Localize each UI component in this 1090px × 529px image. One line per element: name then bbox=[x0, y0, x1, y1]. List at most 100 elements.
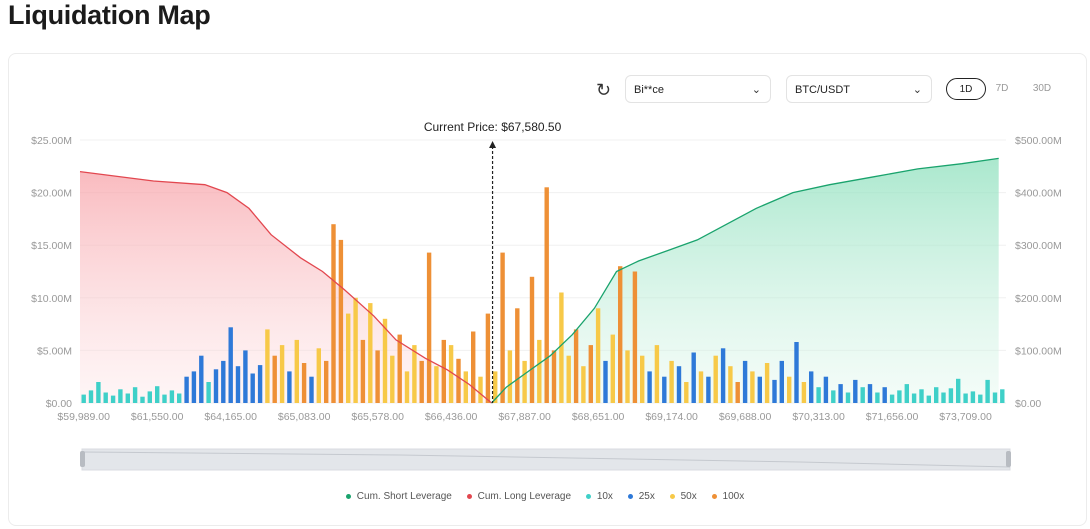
bar-10x bbox=[103, 392, 108, 403]
bar-50x bbox=[595, 308, 601, 403]
slider-track[interactable] bbox=[81, 448, 1011, 471]
bar-10x bbox=[125, 393, 130, 403]
legend-short[interactable]: Cum. Short Leverage bbox=[345, 491, 452, 502]
bar-100x bbox=[338, 239, 344, 403]
x-tick-label: $69,174.00 bbox=[645, 411, 698, 423]
bar-100x bbox=[375, 350, 380, 403]
bar-25x bbox=[243, 350, 248, 403]
right-tick-label: $300.00M bbox=[1015, 240, 1062, 252]
bar-25x bbox=[757, 376, 762, 403]
left-tick-label: $10.00M bbox=[31, 293, 72, 305]
bar-50x bbox=[507, 350, 513, 403]
left-tick-label: $5.00M bbox=[37, 345, 72, 357]
x-tick-label: $59,989.00 bbox=[57, 411, 110, 423]
bar-50x bbox=[448, 345, 454, 403]
bar-25x bbox=[184, 376, 189, 403]
bar-100x bbox=[544, 187, 549, 403]
tab-1d[interactable]: 1D bbox=[946, 78, 986, 100]
legend-50x[interactable]: 50x bbox=[669, 491, 697, 502]
right-tick-label: $100.00M bbox=[1015, 345, 1062, 357]
legend-long[interactable]: Cum. Long Leverage bbox=[466, 491, 571, 502]
bar-50x bbox=[654, 345, 660, 403]
slider-handle-left[interactable] bbox=[80, 451, 85, 467]
bar-100x bbox=[331, 224, 336, 403]
bar-50x bbox=[279, 345, 285, 403]
exchange-select[interactable]: Bi**ce ⌄ bbox=[625, 75, 771, 103]
cum-short-line bbox=[491, 157, 999, 404]
bar-10x bbox=[934, 387, 939, 403]
bar-10x bbox=[81, 394, 86, 403]
bar-50x bbox=[728, 366, 733, 403]
zoom-slider[interactable] bbox=[80, 448, 1011, 471]
bar-10x bbox=[963, 393, 968, 403]
bar-100x bbox=[632, 271, 638, 403]
legend-label: 50x bbox=[680, 491, 697, 502]
bar-10x bbox=[978, 394, 983, 403]
current-price-marker: Current Price: $67,580.50 bbox=[424, 120, 562, 403]
bar-10x bbox=[132, 387, 138, 403]
bar-50x bbox=[368, 303, 373, 403]
bar-10x bbox=[911, 393, 917, 403]
x-tick-label: $68,651.00 bbox=[572, 411, 625, 423]
current-price-label: Current Price: $67,580.50 bbox=[424, 120, 562, 134]
x-tick-label: $61,550.00 bbox=[131, 411, 184, 423]
bar-10x bbox=[96, 382, 101, 403]
bar-50x bbox=[346, 313, 351, 403]
bar-100x bbox=[456, 358, 461, 403]
x-tick-label: $73,709.00 bbox=[939, 411, 992, 423]
chevron-down-icon: ⌄ bbox=[912, 84, 922, 96]
bar-25x bbox=[706, 376, 711, 403]
legend-label: Cum. Short Leverage bbox=[356, 491, 452, 502]
slider-handle-right[interactable] bbox=[1006, 451, 1011, 467]
legend-label: 10x bbox=[596, 491, 613, 502]
left-tick-label: $0.00 bbox=[46, 398, 72, 410]
bar-25x bbox=[250, 373, 255, 403]
bar-100x bbox=[324, 360, 329, 403]
tab-7d[interactable]: 7D bbox=[995, 83, 1009, 94]
bar-25x bbox=[235, 366, 241, 403]
refresh-icon[interactable]: ↻ bbox=[596, 80, 612, 100]
bar-10x bbox=[831, 390, 836, 403]
x-tick-label: $71,656.00 bbox=[866, 411, 919, 423]
bar-10x bbox=[889, 394, 895, 403]
left-tick-label: $15.00M bbox=[31, 240, 72, 252]
legend-100x[interactable]: 100x bbox=[711, 491, 744, 502]
x-tick-label: $65,578.00 bbox=[351, 411, 404, 423]
right-tick-label: $500.00M bbox=[1015, 135, 1062, 147]
bar-50x bbox=[559, 292, 564, 403]
bar-100x bbox=[551, 350, 557, 403]
tab-30d[interactable]: 30D bbox=[1032, 83, 1052, 94]
bar-50x bbox=[390, 355, 395, 403]
bar-25x bbox=[647, 371, 652, 403]
bar-25x bbox=[838, 384, 843, 403]
bar-50x bbox=[764, 363, 770, 403]
bar-25x bbox=[867, 384, 873, 403]
bar-10x bbox=[177, 393, 182, 403]
cum-long-area bbox=[80, 171, 492, 403]
bar-100x bbox=[618, 266, 623, 403]
bar-25x bbox=[287, 371, 292, 403]
bar-50x bbox=[353, 297, 358, 403]
bar-50x bbox=[463, 371, 468, 403]
bar-10x bbox=[970, 391, 976, 403]
bar-100x bbox=[301, 363, 307, 403]
bar-25x bbox=[221, 360, 226, 403]
bar-50x bbox=[669, 360, 674, 403]
bar-10x bbox=[140, 396, 145, 403]
bar-100x bbox=[735, 382, 740, 403]
pair-select[interactable]: BTC/USDT ⌄ bbox=[786, 75, 932, 103]
bar-10x bbox=[904, 384, 909, 403]
bar-50x bbox=[581, 366, 586, 403]
bar-25x bbox=[809, 371, 814, 403]
legend-10x[interactable]: 10x bbox=[585, 491, 613, 502]
x-tick-label: $66,436.00 bbox=[425, 411, 478, 423]
bar-25x bbox=[779, 360, 784, 403]
bar-25x bbox=[676, 366, 682, 403]
bar-10x bbox=[1000, 389, 1005, 403]
bar-100x bbox=[588, 345, 593, 403]
bar-50x bbox=[684, 382, 689, 403]
bar-10x bbox=[147, 391, 152, 403]
bar-50x bbox=[294, 339, 299, 403]
legend-25x[interactable]: 25x bbox=[627, 491, 655, 502]
bar-10x bbox=[110, 395, 116, 403]
